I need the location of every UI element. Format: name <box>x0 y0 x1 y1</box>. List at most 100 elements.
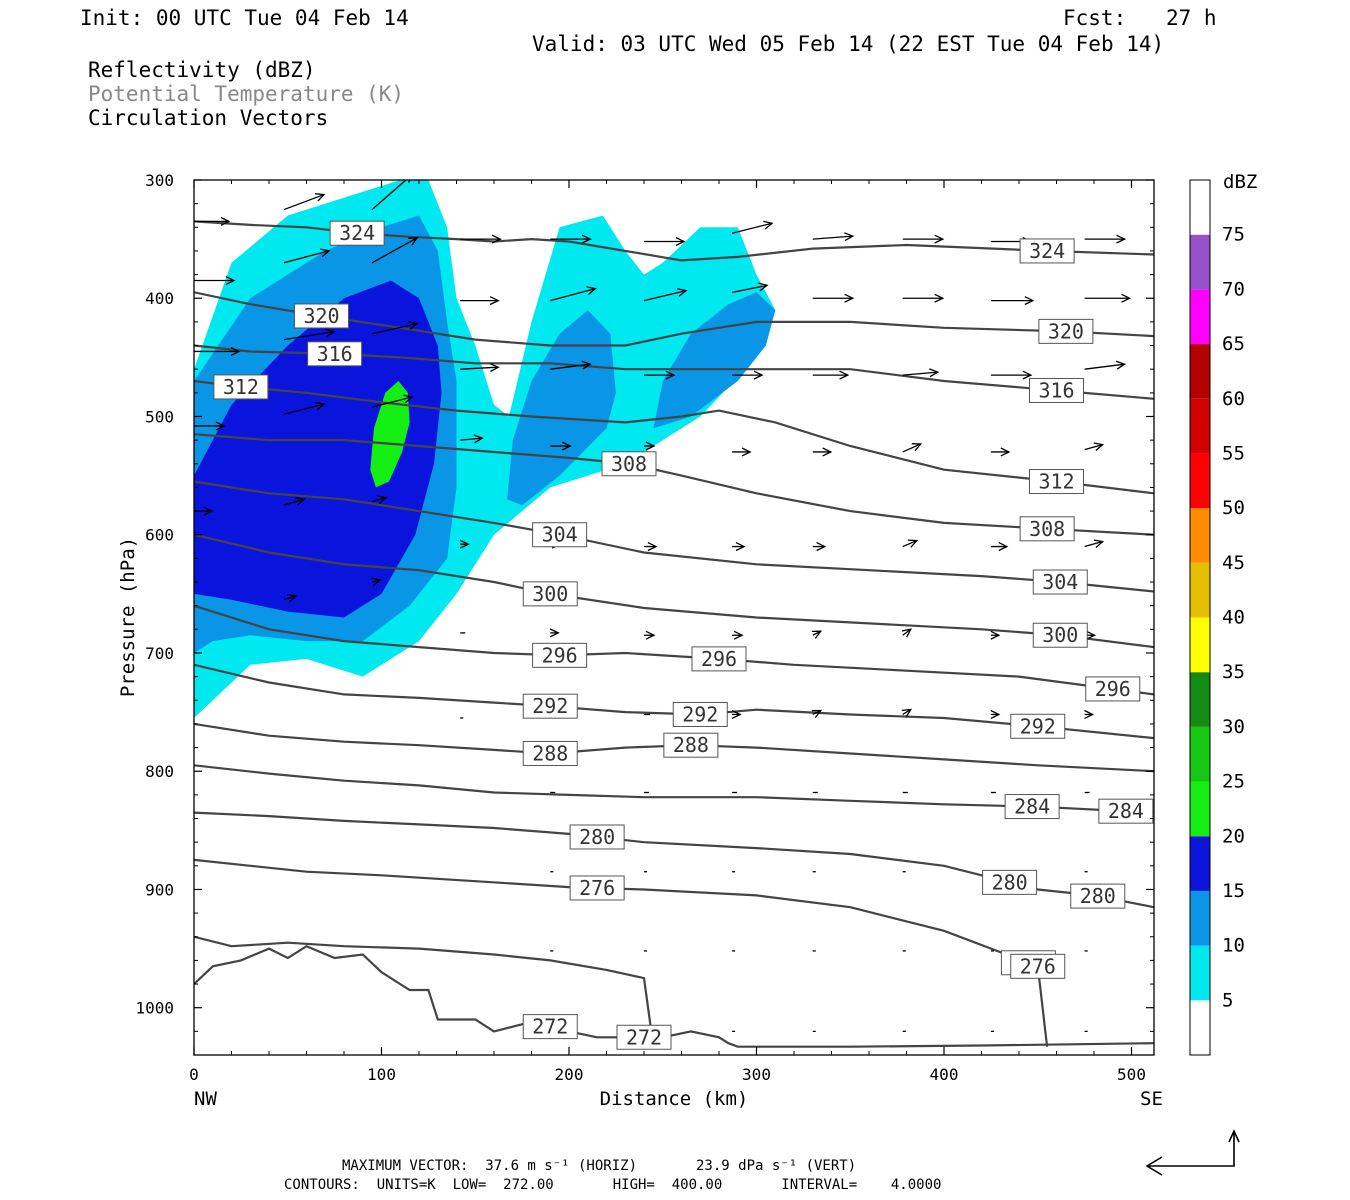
x-tick-label: 0 <box>189 1065 199 1084</box>
circulation-vector <box>371 237 419 264</box>
reference-vector-icon <box>1145 1129 1240 1176</box>
contour-label-308: 308 <box>601 451 657 477</box>
svg-text:284: 284 <box>1014 795 1050 819</box>
svg-text:288: 288 <box>673 733 709 757</box>
theta-contour-272 <box>194 944 1154 1048</box>
colorbar-level-label: 20 <box>1222 825 1245 847</box>
svg-text:316: 316 <box>317 342 353 366</box>
x-axis-label: Distance (km) <box>600 1088 749 1110</box>
colorbar-level-label: 30 <box>1222 716 1245 738</box>
colorbar-level-label: 65 <box>1222 333 1245 355</box>
colorbar-level-label: 50 <box>1222 497 1245 519</box>
forecast-hour-label: Fcst: <box>1063 6 1127 30</box>
svg-text:272: 272 <box>532 1015 568 1039</box>
circulation-vector <box>811 709 823 718</box>
theta-contour-300 <box>194 533 1154 649</box>
svg-text:316: 316 <box>1038 378 1074 402</box>
contour-label-284: 284 <box>1098 798 1154 824</box>
contour-label-276: 276 <box>569 875 625 901</box>
colorbar: 5 10 15 20 25 30 35 40 45 50 55 60 65 70 75 <box>1189 179 1245 1056</box>
colorbar-swatch <box>1190 945 1210 1001</box>
circulation-vector <box>990 370 1033 380</box>
circulation-vector <box>731 220 774 234</box>
circulation-vector <box>901 628 913 638</box>
colorbar-level-label: 35 <box>1222 661 1245 683</box>
contour-label-324: 324 <box>329 220 385 246</box>
circulation-vector <box>1084 539 1105 548</box>
reflectivity-region-10dbz <box>507 310 616 506</box>
y-tick-label: 500 <box>145 407 174 426</box>
reflectivity-region-10dbz <box>653 292 776 429</box>
circulation-vector <box>644 542 658 552</box>
contour-label-312: 312 <box>213 374 269 400</box>
circulation-vector <box>550 441 572 451</box>
x-tick-label: 200 <box>555 1065 584 1084</box>
contour-label-280: 280 <box>1070 883 1126 909</box>
circulation-vector <box>550 360 592 370</box>
circulation-vector <box>643 288 688 302</box>
colorbar-swatch <box>1190 344 1210 399</box>
circulation-vector <box>459 539 470 549</box>
svg-text:320: 320 <box>303 304 339 328</box>
svg-text:312: 312 <box>1038 470 1074 494</box>
field-circulation-vectors: Circulation Vectors <box>88 106 329 130</box>
contour-label-296: 296 <box>532 642 588 668</box>
circulation-vector <box>901 708 913 718</box>
reflectivity-region-20dbz <box>370 381 410 488</box>
circulation-vector <box>460 234 502 244</box>
theta-contour-284 <box>194 764 1154 814</box>
circulation-vector <box>1084 293 1132 303</box>
circulation-vector <box>460 434 484 444</box>
colorbar-level-label: 55 <box>1222 442 1245 464</box>
contour-label-292: 292 <box>672 701 728 727</box>
circulation-vector <box>812 232 855 242</box>
forecast-hour: 27 h <box>1166 6 1217 30</box>
circulation-vector <box>811 630 823 639</box>
x-tick-label: 300 <box>742 1065 771 1084</box>
circulation-vector <box>550 286 597 302</box>
circulation-vector <box>283 248 331 264</box>
circulation-vector <box>194 276 236 285</box>
svg-text:320: 320 <box>1048 319 1084 343</box>
contour-label-292: 292 <box>522 693 578 719</box>
contour-label-280: 280 <box>982 869 1038 895</box>
x-tick-label: 400 <box>930 1065 959 1084</box>
svg-text:292: 292 <box>682 702 718 726</box>
max-vector-note: MAXIMUM VECTOR: 37.6 m s⁻¹ (HORIZ) 23.9 … <box>342 1158 857 1174</box>
y-tick-label: 300 <box>145 171 174 190</box>
colorbar-unit: dBZ <box>1223 171 1257 193</box>
colorbar-swatch <box>1190 453 1210 509</box>
circulation-vector <box>902 293 945 303</box>
contour-label-288: 288 <box>663 732 719 758</box>
circulation-vector <box>990 296 1035 306</box>
svg-text:304: 304 <box>542 523 578 547</box>
circulation-vector <box>644 630 656 640</box>
circulation-vector <box>812 542 827 552</box>
colorbar-swatch <box>1190 836 1210 891</box>
circulation-vector <box>460 363 500 373</box>
svg-text:308: 308 <box>611 452 647 476</box>
colorbar-swatch <box>1190 234 1210 290</box>
svg-text:324: 324 <box>339 221 375 245</box>
circulation-vector <box>194 346 241 356</box>
x-tick-label: 100 <box>367 1065 396 1084</box>
nw-label: NW <box>194 1088 217 1110</box>
theta-contour-296 <box>194 604 1154 696</box>
svg-text:284: 284 <box>1108 799 1144 823</box>
svg-text:272: 272 <box>626 1025 662 1049</box>
contour-label-308: 308 <box>1019 516 1075 542</box>
axis-layer: 300 400 500 600 700 800 900 1000 0 100 200 300 400 50… <box>135 171 1154 1084</box>
circulation-vector <box>371 577 382 587</box>
contour-label-320: 320 <box>294 303 349 329</box>
contour-label-296: 296 <box>691 646 747 672</box>
colorbar-swatch <box>1190 508 1210 563</box>
theta-contour-layer <box>194 220 1154 1048</box>
svg-text:280: 280 <box>992 870 1028 894</box>
svg-text:280: 280 <box>1080 884 1116 908</box>
circulation-vector <box>283 193 326 211</box>
colorbar-level-label: 25 <box>1222 771 1245 793</box>
colorbar-swatch <box>1190 672 1210 727</box>
circulation-vector <box>732 370 764 380</box>
colorbar-swatch <box>1190 781 1210 837</box>
